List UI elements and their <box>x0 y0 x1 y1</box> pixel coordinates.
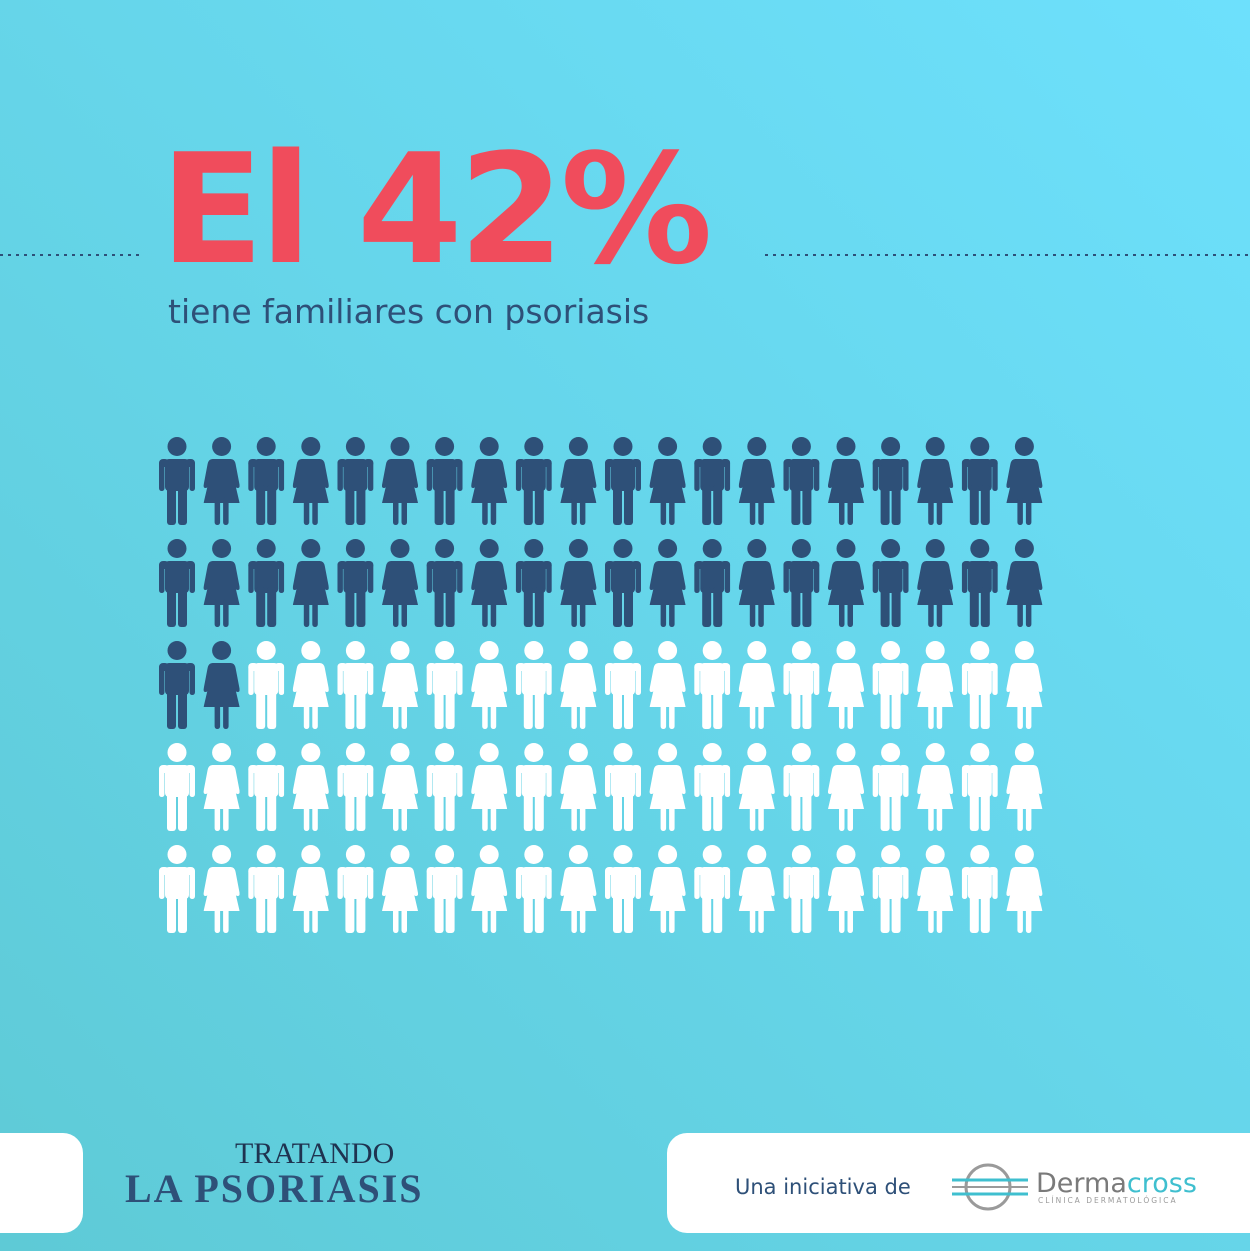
headline: El 42% <box>160 121 709 298</box>
footer-card <box>0 1133 83 1233</box>
campaign-line: LA PSORIASIS <box>125 1166 424 1211</box>
logo-name-part: Derma <box>1036 1168 1127 1199</box>
initiative-text: Una iniciativa de <box>735 1175 911 1199</box>
subtitle: tiene familiares con psoriasis <box>168 292 649 331</box>
logo-name: Dermacross <box>1036 1168 1197 1199</box>
campaign-line: TRATANDO <box>235 1137 394 1170</box>
footer-card <box>667 1133 1250 1233</box>
logo-tagline: CLÍNICA DERMATOLÓGICA <box>1038 1196 1178 1205</box>
logo-mark <box>952 1163 1028 1211</box>
logo-name-part: cross <box>1127 1168 1197 1199</box>
